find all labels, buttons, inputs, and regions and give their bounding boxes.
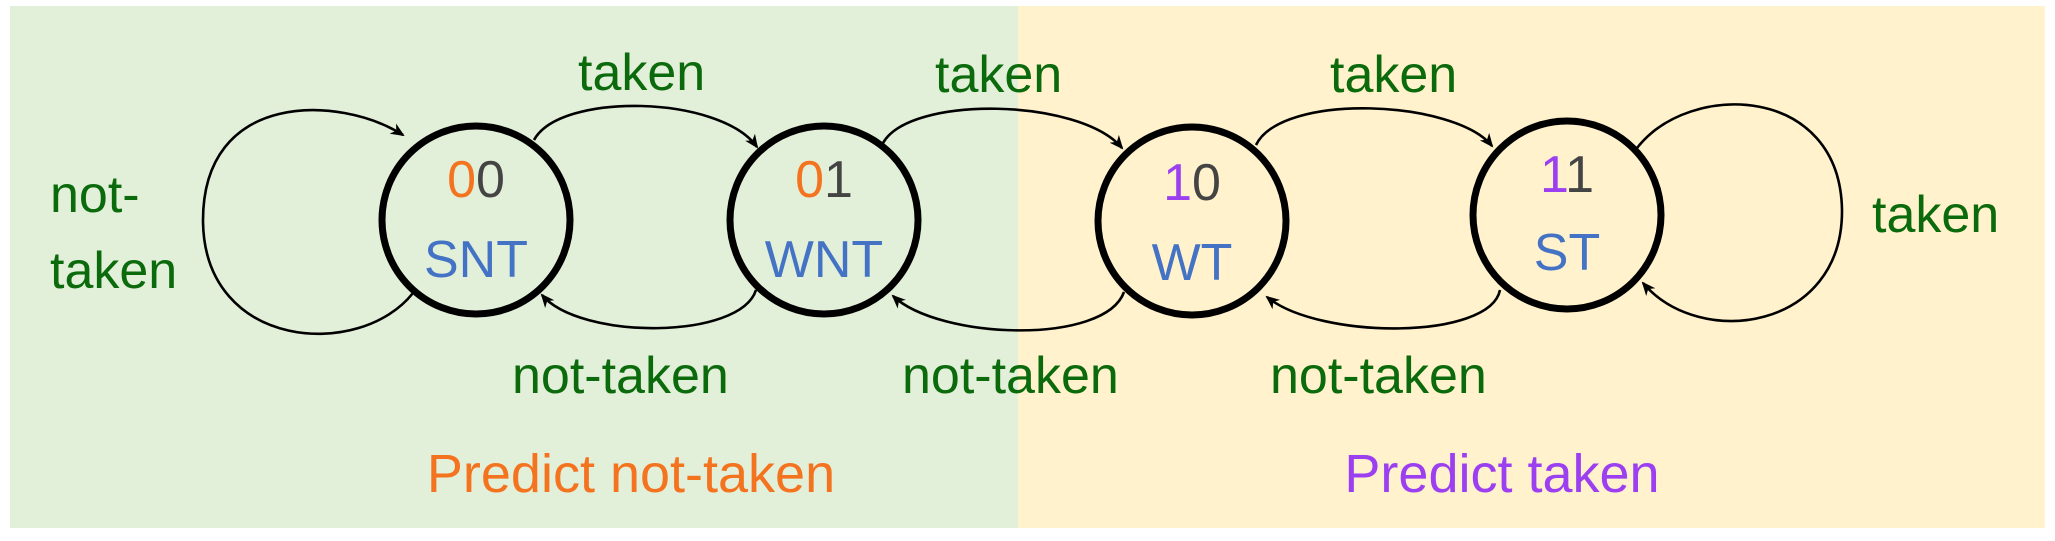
svg-text:10: 10 <box>1163 154 1221 212</box>
svg-text:00: 00 <box>447 151 505 209</box>
self-loop-snt-label-line2: taken <box>50 242 177 300</box>
predict-not-taken-region <box>10 6 1018 528</box>
state-snt-bit1: 0 <box>447 151 476 209</box>
state-wt-bit2: 0 <box>1192 154 1221 212</box>
state-wnt: 01 WNT <box>726 122 922 318</box>
self-loop-snt-label-line1: not- <box>50 166 140 224</box>
state-wt-bit1: 1 <box>1163 154 1192 212</box>
state-snt: 00 SNT <box>378 122 574 318</box>
state-st-bit2: 1 <box>1565 146 1594 204</box>
predict-not-taken-label: Predict not-taken <box>427 444 835 504</box>
wt-to-wnt-arrow <box>891 291 1126 332</box>
wnt-to-wt-arrow <box>881 107 1124 150</box>
state-snt-name: SNT <box>424 231 528 289</box>
state-wnt-bit1: 0 <box>795 151 824 209</box>
state-st-name: ST <box>1534 224 1600 282</box>
wt-to-wnt-label: not-taken <box>902 347 1119 405</box>
state-wnt-name: WNT <box>765 231 883 289</box>
wt-to-st-label: taken <box>1330 46 1457 104</box>
state-st-bit1: 1 <box>1540 146 1567 204</box>
snt-to-wnt-arrow <box>532 104 759 149</box>
svg-text:11: 11 <box>1540 146 1594 204</box>
state-wt-name: WT <box>1152 234 1233 292</box>
wnt-to-wt-label: taken <box>935 46 1062 104</box>
wt-to-st-arrow <box>1254 107 1494 148</box>
wnt-to-snt-label: not-taken <box>512 347 729 405</box>
self-loop-st-label: taken <box>1872 186 1999 244</box>
self-loop-snt-arrow <box>201 108 415 336</box>
predict-taken-region <box>1018 6 2045 528</box>
svg-text:01: 01 <box>795 151 853 209</box>
state-wnt-bit2: 1 <box>824 151 853 209</box>
self-loop-st-arrow <box>1635 103 1844 323</box>
state-wt: 10 WT <box>1094 123 1290 319</box>
snt-to-wnt-label: taken <box>578 44 705 102</box>
predict-taken-label: Predict taken <box>1344 444 1659 504</box>
st-to-wt-arrow <box>1265 289 1502 330</box>
wnt-to-snt-arrow <box>540 289 758 330</box>
state-st: 11 ST <box>1469 117 1665 313</box>
state-snt-bit2: 0 <box>476 151 505 209</box>
st-to-wt-label: not-taken <box>1270 347 1487 405</box>
